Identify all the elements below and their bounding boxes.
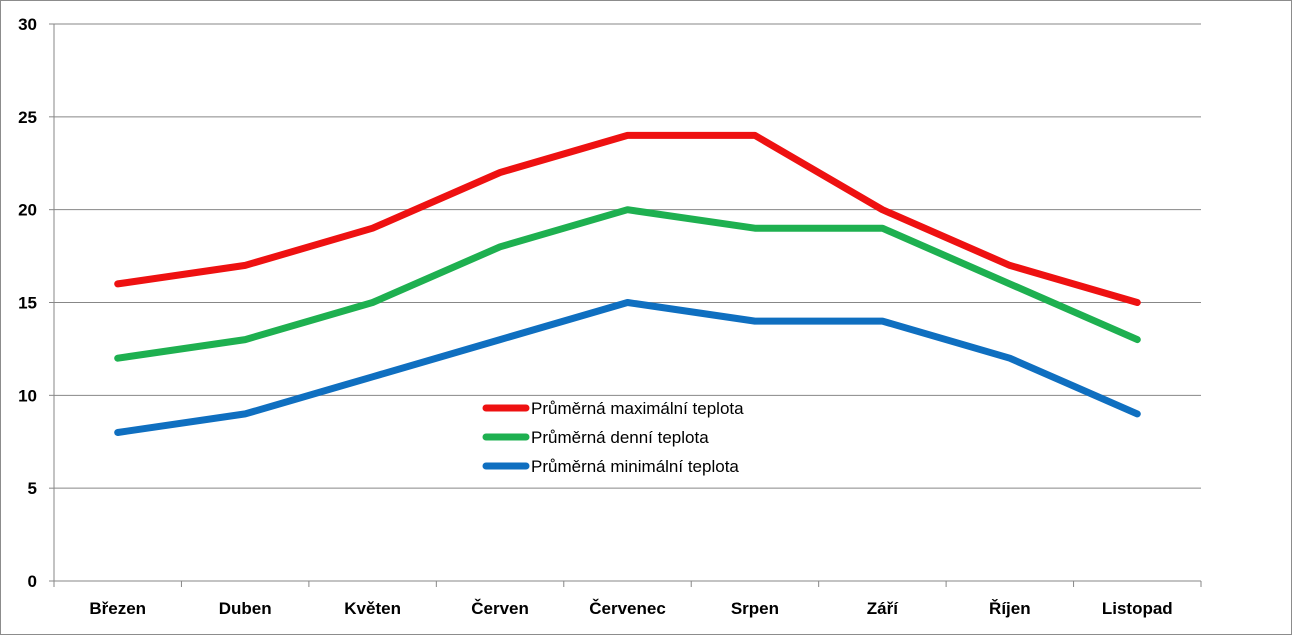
x-tick-label: Červenec [589,599,666,618]
legend-label-2: Průměrná denní teplota [531,428,709,447]
x-tick-label: Září [867,599,899,618]
x-tick-label: Červen [471,599,529,618]
legend: Průměrná maximální teplota Průměrná denní… [482,399,744,476]
y-tick-label: 10 [18,386,37,405]
gridlines [54,23,1201,489]
y-tick-label: 0 [28,572,37,591]
x-tick-label: Březen [89,599,146,618]
y-tick-label: 30 [18,15,37,34]
y-axis-ticks: 0 5 10 15 20 25 30 [18,15,37,591]
y-tick-label: 15 [18,294,37,313]
x-tick-label: Duben [219,599,272,618]
x-axis-ticks: Březen Duben Květen Červen Červenec Srpen Září… [89,599,1172,618]
axes [49,23,1202,587]
series-line-2 [114,206,1141,362]
series-line-1 [114,131,1141,306]
x-tick-label: Listopad [1102,599,1173,618]
legend-label-1: Průměrná maximální teplota [531,399,744,418]
y-tick-label: 25 [18,108,37,127]
series-lines [114,131,1141,436]
y-tick-label: 5 [28,479,37,498]
x-tick-label: Říjen [989,599,1031,618]
legend-label-3: Průměrná minimální teplota [531,457,739,476]
x-tick-label: Květen [344,599,401,618]
y-tick-label: 20 [18,201,37,220]
x-tick-label: Srpen [731,599,779,618]
series-line-3 [114,299,1141,436]
